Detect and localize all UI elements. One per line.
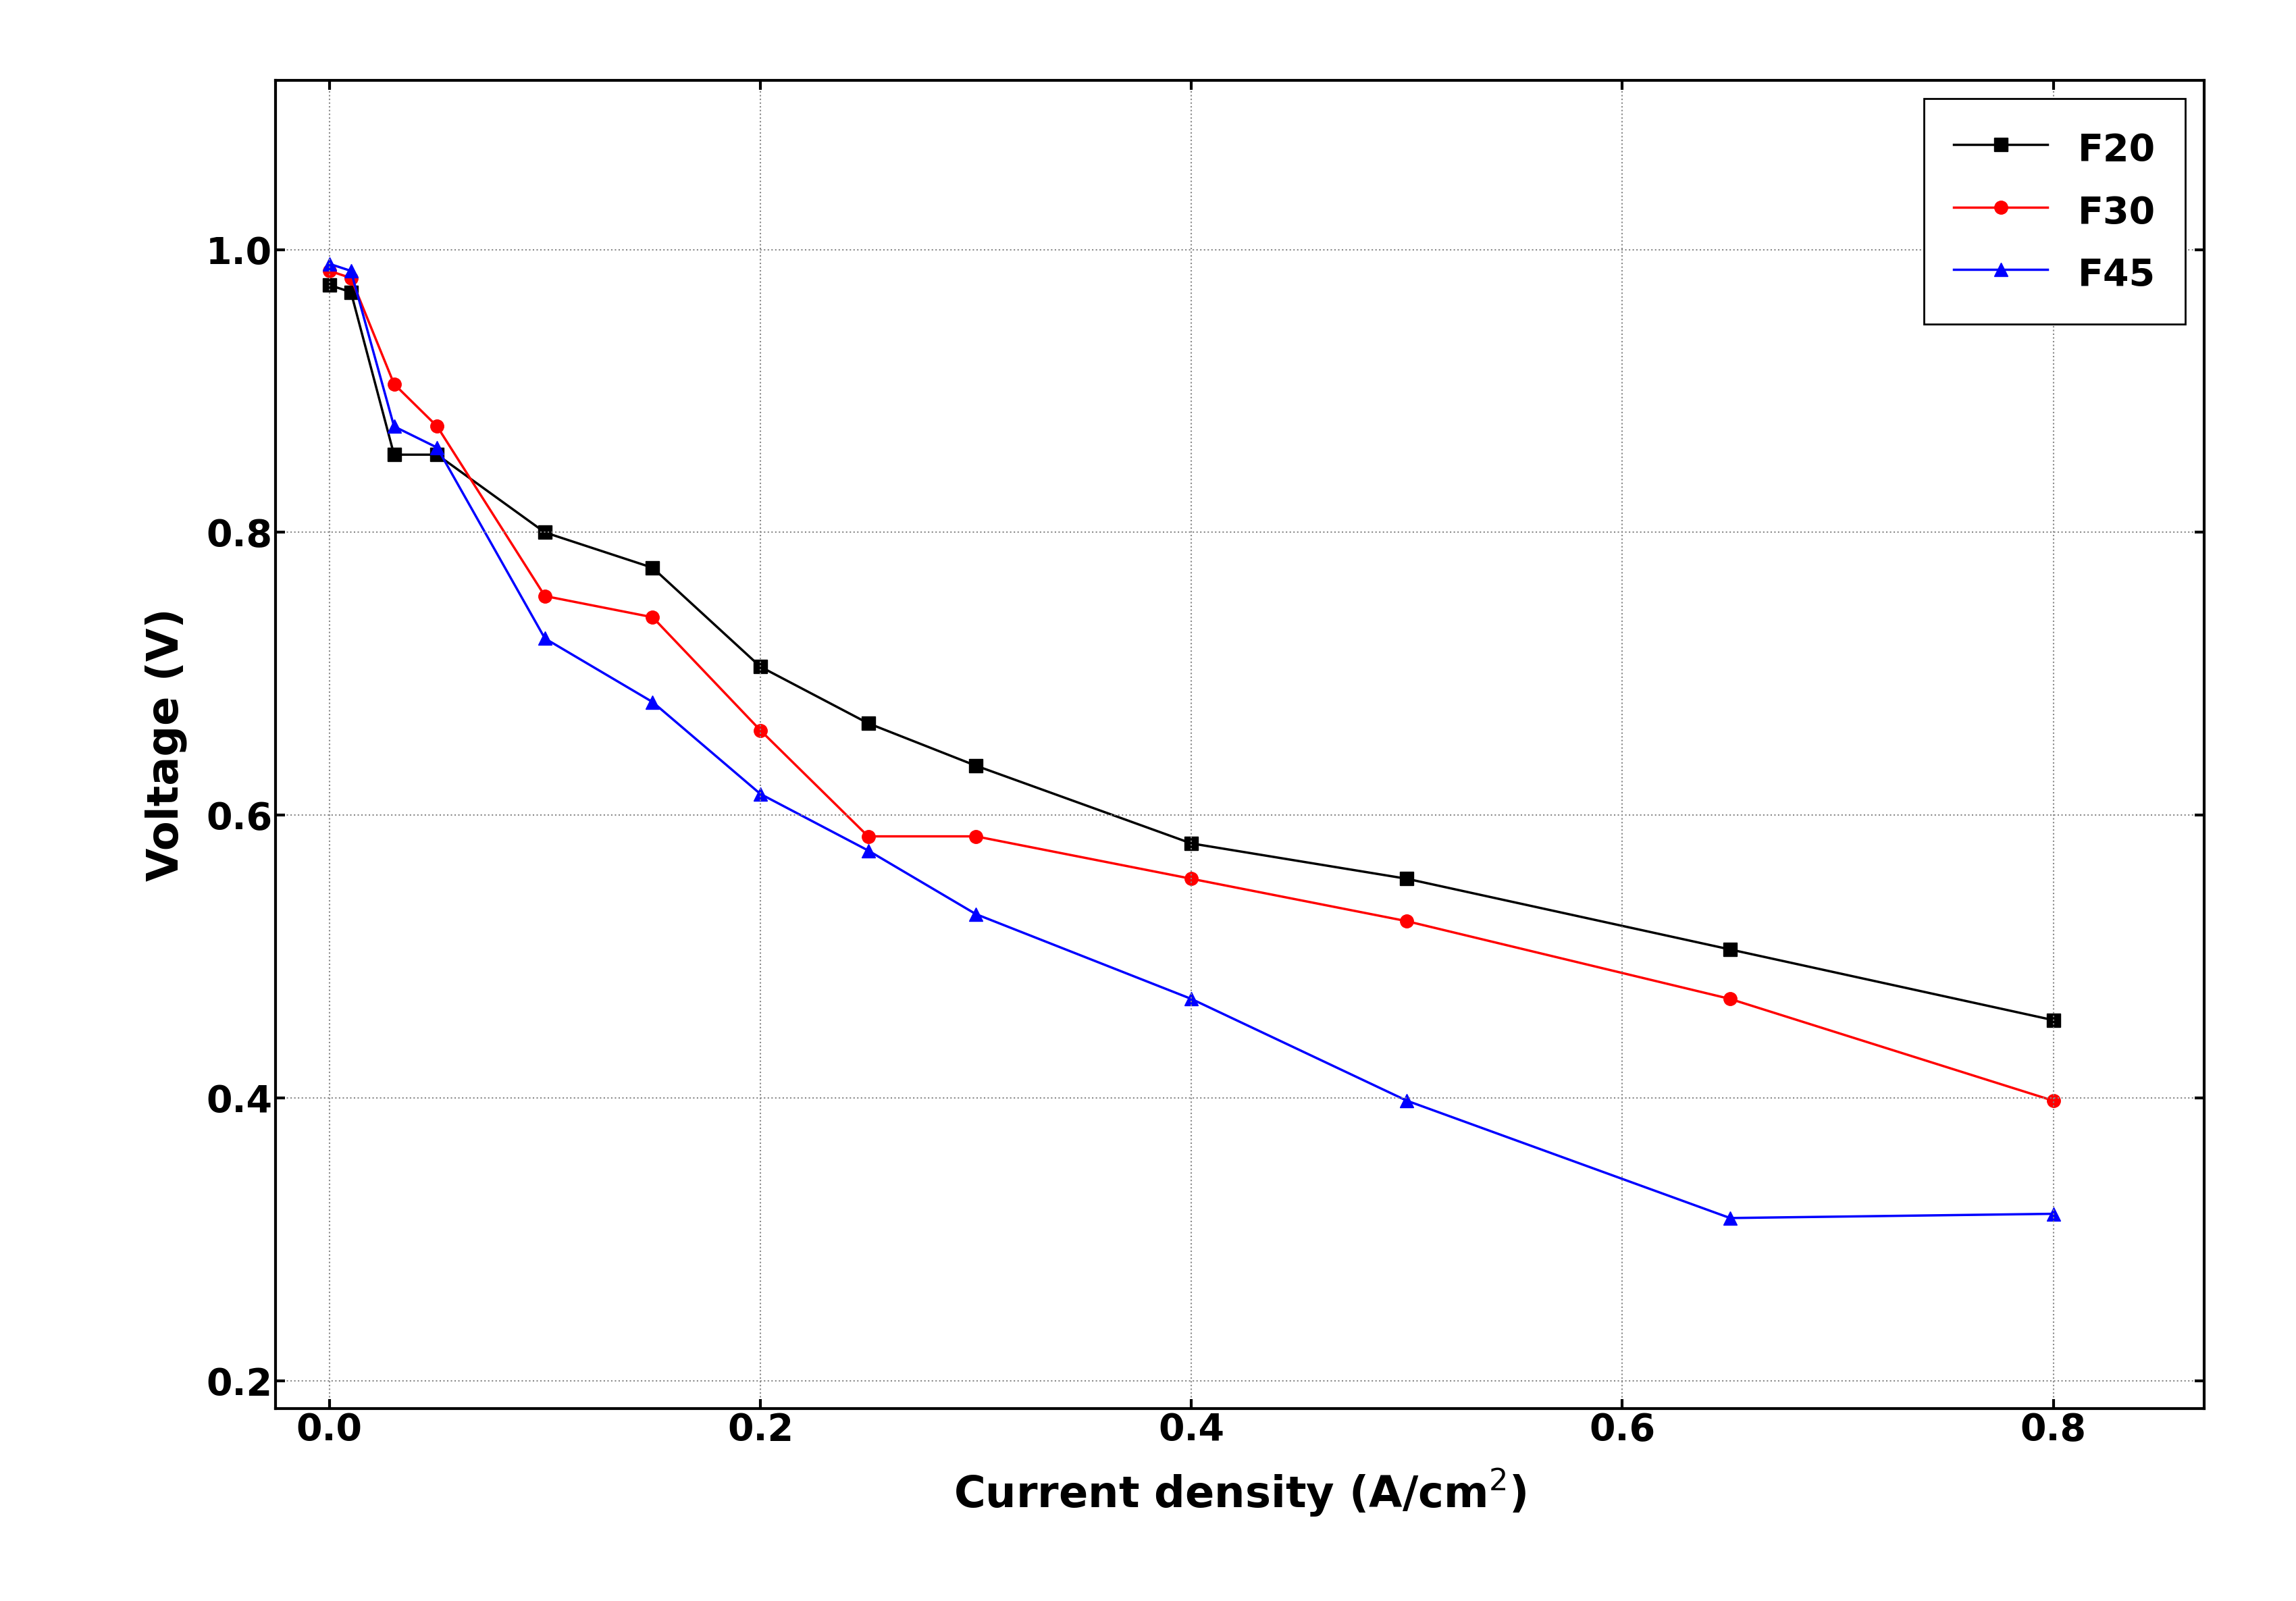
Line: F20: F20 — [324, 279, 2060, 1026]
F30 — [315, 261, 342, 280]
F45 — [746, 784, 774, 804]
F45 — [315, 255, 342, 274]
F30 — [1717, 989, 1745, 1009]
F20 — [2039, 1010, 2066, 1029]
X-axis label: Current density (A/cm$^2$): Current density (A/cm$^2$) — [953, 1468, 1527, 1519]
F20 — [338, 282, 365, 301]
F20 — [422, 445, 450, 464]
F20 — [638, 559, 666, 578]
F20 — [381, 445, 409, 464]
F20 — [530, 524, 558, 543]
F30 — [422, 416, 450, 435]
F20 — [315, 275, 342, 295]
Line: F45: F45 — [324, 258, 2060, 1225]
F45 — [338, 261, 365, 280]
F45 — [962, 905, 990, 924]
F30 — [746, 720, 774, 740]
F30 — [638, 608, 666, 628]
F45 — [854, 841, 882, 860]
F20 — [1717, 940, 1745, 959]
F45 — [422, 439, 450, 458]
F30 — [2039, 1092, 2066, 1111]
F45 — [1717, 1209, 1745, 1228]
F30 — [530, 586, 558, 605]
F20 — [854, 714, 882, 733]
F20 — [1394, 869, 1421, 889]
F20 — [962, 756, 990, 775]
Y-axis label: Voltage (V): Voltage (V) — [145, 608, 188, 881]
F45 — [381, 416, 409, 435]
F45 — [2039, 1204, 2066, 1223]
F20 — [746, 656, 774, 676]
F20 — [1178, 834, 1205, 853]
F30 — [854, 826, 882, 845]
F30 — [1394, 911, 1421, 930]
F45 — [1394, 1092, 1421, 1111]
Line: F30: F30 — [324, 264, 2060, 1108]
F30 — [962, 826, 990, 845]
F30 — [381, 375, 409, 394]
F45 — [530, 629, 558, 648]
F45 — [638, 693, 666, 712]
F30 — [1178, 869, 1205, 889]
F45 — [1178, 989, 1205, 1009]
F30 — [338, 269, 365, 288]
Legend: F20, F30, F45: F20, F30, F45 — [1924, 99, 2186, 323]
